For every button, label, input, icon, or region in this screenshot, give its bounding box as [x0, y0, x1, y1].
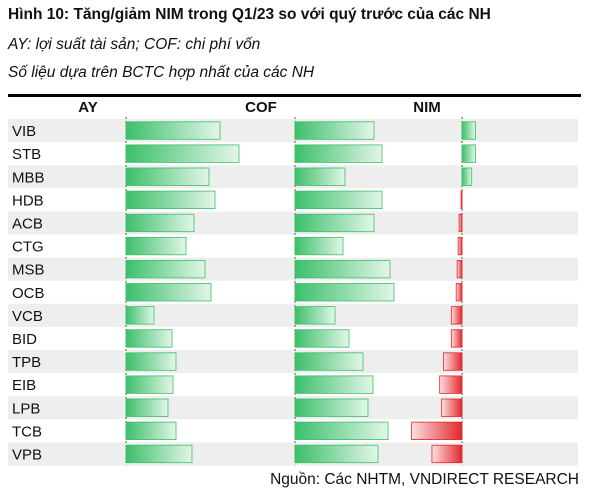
- bar-ay: [125, 283, 212, 302]
- row-stripe: [8, 211, 578, 235]
- bar-cof: [294, 352, 364, 371]
- bar-nim: [460, 190, 463, 210]
- row-stripe: [8, 165, 578, 189]
- panel-headers: AY COF NIM: [78, 99, 440, 116]
- row-stripe: [8, 396, 578, 420]
- bar-nim: [450, 306, 463, 325]
- row-stripe: [8, 442, 578, 466]
- bar-cof: [294, 213, 375, 233]
- bar-ay: [125, 306, 155, 325]
- category-label: TPB: [12, 354, 41, 371]
- chart-subtitle-legend: AY: lợi suất tài sản; COF: chi phí vốn: [8, 36, 261, 53]
- bars: [125, 121, 476, 464]
- row-stripe: [8, 303, 578, 327]
- category-labels: VIB STB MBB HDB ACB CTG MSB OCB VCB BID TPB EIB LPB T…: [12, 123, 45, 463]
- bar-nim: [458, 213, 463, 233]
- bar-cof: [294, 190, 383, 210]
- category-label: VCB: [12, 308, 43, 325]
- category-label: TCB: [12, 423, 42, 440]
- bar-ay: [125, 213, 195, 233]
- bar-cof: [294, 444, 379, 464]
- category-label: VPB: [12, 446, 42, 463]
- bar-nim: [461, 144, 476, 163]
- bar-ay: [125, 121, 221, 140]
- bar-nim: [455, 283, 463, 302]
- title-rule: [8, 94, 581, 97]
- bar-cof: [294, 144, 383, 163]
- bar-ay: [125, 259, 206, 279]
- bar-nim: [441, 398, 463, 417]
- panel-header: COF: [245, 99, 277, 116]
- chart-subtitle-note: Số liệu dựa trên BCTC hợp nhất của các N…: [8, 64, 315, 81]
- bar-cof: [294, 375, 374, 394]
- bar-ay: [125, 398, 169, 417]
- category-label: VIB: [12, 123, 36, 140]
- bar-ay: [125, 375, 174, 394]
- category-label: MSB: [12, 262, 45, 279]
- row-stripe: [8, 350, 578, 374]
- row-stripe: [8, 257, 578, 281]
- bar-nim: [439, 375, 463, 394]
- bar-nim: [457, 236, 463, 256]
- category-label: MBB: [12, 169, 45, 186]
- bar-cof: [294, 398, 369, 417]
- category-label: OCB: [12, 285, 45, 302]
- bar-cof: [294, 121, 375, 140]
- bar-cof: [294, 306, 336, 325]
- bar-ay: [125, 444, 193, 464]
- chart-title: Hình 10: Tăng/giảm NIM trong Q1/23 so vớ…: [8, 6, 491, 23]
- bar-nim: [456, 259, 463, 279]
- bar-cof: [294, 236, 344, 256]
- bar-nim: [431, 444, 463, 464]
- bar-cof: [294, 167, 346, 186]
- row-stripe: [8, 119, 578, 143]
- bar-cof: [294, 421, 389, 441]
- bar-ay: [125, 167, 210, 186]
- bar-nim: [411, 421, 463, 441]
- bar-nim: [461, 121, 476, 140]
- panel-header: NIM: [413, 99, 441, 116]
- bar-cof: [294, 329, 350, 348]
- category-label: CTG: [12, 239, 44, 256]
- bar-ay: [125, 329, 173, 348]
- row-stripes: [8, 119, 578, 466]
- panel-header: AY: [78, 99, 97, 116]
- bar-ay: [125, 190, 216, 210]
- bar-nim: [450, 329, 463, 348]
- bar-nim: [461, 167, 473, 186]
- bar-cof: [294, 283, 395, 302]
- category-label: HDB: [12, 192, 44, 209]
- category-label: BID: [12, 331, 37, 348]
- bar-ay: [125, 352, 177, 371]
- bar-ay: [125, 144, 240, 163]
- bar-nim: [443, 352, 463, 371]
- bar-ay: [125, 421, 177, 441]
- category-label: LPB: [12, 400, 40, 417]
- category-label: EIB: [12, 377, 36, 394]
- bar-cof: [294, 259, 391, 279]
- category-label: ACB: [12, 215, 43, 232]
- bar-ay: [125, 236, 187, 256]
- source-note: Nguồn: Các NHTM, VNDIRECT RESEARCH: [270, 471, 579, 488]
- category-label: STB: [12, 146, 41, 163]
